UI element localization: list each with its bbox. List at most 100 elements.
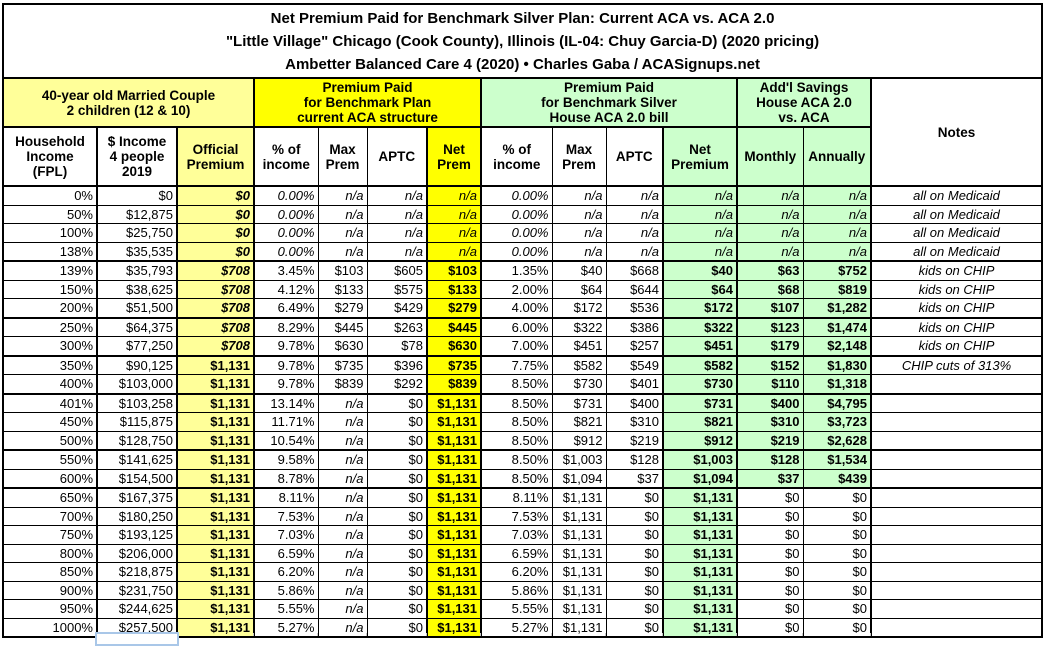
cell-fpl[interactable]: 400% (2, 374, 98, 395)
cell-aca2-max-prem[interactable]: $64 (551, 279, 607, 299)
cell-aca2-pct-income[interactable]: 8.50% (480, 468, 553, 489)
cell-note[interactable]: CHIP cuts of 313% (870, 355, 1043, 375)
cell-aca2-pct-income[interactable]: 0.00% (480, 241, 553, 262)
cell-aca-pct-income[interactable]: 5.55% (253, 599, 319, 619)
cell-fpl[interactable]: 350% (2, 355, 98, 375)
cell-aca-net-prem[interactable]: $279 (426, 298, 482, 319)
cell-aca-aptc[interactable]: n/a (366, 185, 428, 206)
cell-aca-aptc[interactable]: $292 (366, 374, 428, 395)
cell-official-premium[interactable]: $0 (176, 185, 255, 206)
col-header-aca-max-prem[interactable]: Max Prem (317, 126, 368, 187)
cell-savings-annually[interactable]: $1,318 (802, 374, 872, 395)
cell-savings-annually[interactable]: $1,474 (802, 317, 872, 337)
cell-aca-max-prem[interactable]: n/a (317, 599, 368, 619)
cell-aca2-max-prem[interactable]: $912 (551, 430, 607, 451)
cell-official-premium[interactable]: $708 (176, 317, 255, 337)
cell-fpl[interactable]: 450% (2, 412, 98, 432)
cell-fpl[interactable]: 100% (2, 223, 98, 243)
cell-aca-max-prem[interactable]: $839 (317, 374, 368, 395)
cell-aca-aptc[interactable]: $429 (366, 298, 428, 319)
cell-savings-annually[interactable]: $0 (802, 543, 872, 563)
cell-official-premium[interactable]: $1,131 (176, 543, 255, 563)
cell-aca-net-prem[interactable]: $1,131 (426, 543, 482, 563)
cell-savings-monthly[interactable]: $110 (736, 374, 804, 395)
cell-aca-net-prem[interactable]: n/a (426, 204, 482, 224)
col-header-aca2-max-prem[interactable]: Max Prem (551, 126, 607, 187)
cell-fpl[interactable]: 800% (2, 543, 98, 563)
cell-savings-monthly[interactable]: $0 (736, 580, 804, 600)
cell-aca2-aptc[interactable]: $0 (605, 487, 664, 508)
cell-official-premium[interactable]: $1,131 (176, 468, 255, 489)
cell-aca2-max-prem[interactable]: n/a (551, 241, 607, 262)
col-header-income[interactable]: $ Income 4 people 2019 (96, 126, 178, 187)
cell-income[interactable]: $77,250 (96, 336, 178, 357)
cell-savings-monthly[interactable]: $107 (736, 298, 804, 319)
cell-aca-net-prem[interactable]: $133 (426, 279, 482, 299)
cell-aca-net-prem[interactable]: $839 (426, 374, 482, 395)
cell-aca2-net-premium[interactable]: $1,131 (662, 506, 738, 526)
cell-aca2-pct-income[interactable]: 8.50% (480, 393, 553, 413)
cell-aca2-aptc[interactable]: $400 (605, 393, 664, 413)
cell-official-premium[interactable]: $1,131 (176, 430, 255, 451)
cell-aca-net-prem[interactable]: $1,131 (426, 506, 482, 526)
cell-aca2-pct-income[interactable]: 8.50% (480, 430, 553, 451)
cell-aca2-aptc[interactable]: $219 (605, 430, 664, 451)
cell-aca-max-prem[interactable]: n/a (317, 412, 368, 432)
cell-fpl[interactable]: 850% (2, 562, 98, 582)
cell-fpl[interactable]: 700% (2, 506, 98, 526)
cell-aca2-aptc[interactable]: $549 (605, 355, 664, 375)
cell-aca-net-prem[interactable]: $1,131 (426, 525, 482, 545)
cell-official-premium[interactable]: $1,131 (176, 487, 255, 508)
cell-aca-aptc[interactable]: $0 (366, 430, 428, 451)
cell-income[interactable]: $25,750 (96, 223, 178, 243)
cell-aca-net-prem[interactable]: $1,131 (426, 487, 482, 508)
cell-aca-aptc[interactable]: $0 (366, 580, 428, 600)
cell-aca2-pct-income[interactable]: 8.50% (480, 412, 553, 432)
cell-aca2-net-premium[interactable]: $64 (662, 279, 738, 299)
cell-aca-aptc[interactable]: $0 (366, 525, 428, 545)
cell-aca-pct-income[interactable]: 8.29% (253, 317, 319, 337)
cell-aca-aptc[interactable]: $0 (366, 468, 428, 489)
cell-savings-annually[interactable]: $1,282 (802, 298, 872, 319)
cell-savings-monthly[interactable]: $0 (736, 506, 804, 526)
cell-aca-net-prem[interactable]: $1,131 (426, 430, 482, 451)
cell-aca2-pct-income[interactable]: 4.00% (480, 298, 553, 319)
cell-aca-pct-income[interactable]: 0.00% (253, 204, 319, 224)
cell-aca-pct-income[interactable]: 7.03% (253, 525, 319, 545)
cell-aca-max-prem[interactable]: n/a (317, 562, 368, 582)
cell-aca2-max-prem[interactable]: $730 (551, 374, 607, 395)
cell-aca2-pct-income[interactable]: 6.00% (480, 317, 553, 337)
cell-aca2-net-premium[interactable]: $912 (662, 430, 738, 451)
cell-note[interactable]: kids on CHIP (870, 298, 1043, 319)
cell-income[interactable]: $154,500 (96, 468, 178, 489)
cell-fpl[interactable]: 138% (2, 241, 98, 262)
cell-income[interactable]: $128,750 (96, 430, 178, 451)
cell-income[interactable]: $193,125 (96, 525, 178, 545)
cell-official-premium[interactable]: $0 (176, 241, 255, 262)
cell-aca-aptc[interactable]: $0 (366, 599, 428, 619)
cell-aca2-pct-income[interactable]: 1.35% (480, 260, 553, 281)
group-header-household[interactable]: 40-year old Married Couple 2 children (1… (2, 77, 255, 128)
cell-aca2-aptc[interactable]: $536 (605, 298, 664, 319)
cell-aca2-net-premium[interactable]: $821 (662, 412, 738, 432)
cell-savings-annually[interactable]: $0 (802, 487, 872, 508)
cell-aca2-max-prem[interactable]: $1,131 (551, 562, 607, 582)
cell-official-premium[interactable]: $0 (176, 223, 255, 243)
cell-aca2-pct-income[interactable]: 2.00% (480, 279, 553, 299)
cell-aca2-max-prem[interactable]: $1,131 (551, 599, 607, 619)
cell-income[interactable]: $64,375 (96, 317, 178, 337)
col-header-aca-aptc[interactable]: APTC (366, 126, 428, 187)
cell-aca-pct-income[interactable]: 9.78% (253, 355, 319, 375)
cell-aca-net-prem[interactable]: $445 (426, 317, 482, 337)
cell-aca2-max-prem[interactable]: $1,131 (551, 617, 607, 638)
cell-savings-monthly[interactable]: $0 (736, 599, 804, 619)
cell-aca-aptc[interactable]: $0 (366, 487, 428, 508)
cell-savings-monthly[interactable]: $400 (736, 393, 804, 413)
cell-aca2-max-prem[interactable]: $821 (551, 412, 607, 432)
cell-aca2-pct-income[interactable]: 5.27% (480, 617, 553, 638)
col-header-aca2-net-premium[interactable]: Net Premium (662, 126, 738, 187)
cell-aca-net-prem[interactable]: n/a (426, 241, 482, 262)
cell-aca2-net-premium[interactable]: $582 (662, 355, 738, 375)
cell-note[interactable]: kids on CHIP (870, 317, 1043, 337)
cell-aca2-net-premium[interactable]: $730 (662, 374, 738, 395)
